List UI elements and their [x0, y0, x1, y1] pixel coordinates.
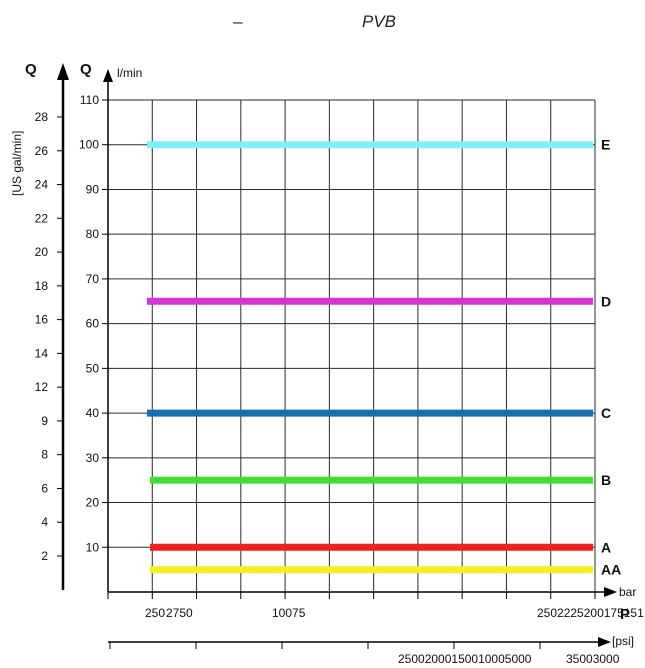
lmin-tick-label: 10 — [86, 540, 100, 554]
bar-tick-label: 2502225200175151 — [537, 606, 644, 620]
gpm-tick-label: 9 — [41, 414, 48, 428]
gpm-tick-label: 18 — [35, 279, 49, 293]
lmin-axis-unit: l/min — [117, 66, 142, 80]
psi-tick-label: 35003000 — [566, 652, 620, 666]
bar-tick-label: 2750 — [166, 606, 193, 620]
bar-axis-unit: bar — [619, 585, 636, 599]
lmin-axis-symbol: Q — [80, 61, 92, 78]
gpm-axis-arrow-icon — [57, 63, 69, 80]
gpm-axis-unit: [US gal/min] — [10, 131, 24, 196]
series-label-d: D — [601, 293, 611, 309]
psi-axis-unit: [psi] — [612, 634, 634, 648]
gpm-tick-label: 22 — [35, 211, 49, 225]
lmin-tick-label: 40 — [86, 406, 100, 420]
lmin-ticks: 10 20 30 40 50 60 70 80 90 100 110 — [79, 93, 108, 554]
gpm-tick-label: 6 — [41, 481, 48, 495]
series-label-e: E — [601, 137, 610, 153]
lmin-tick-label: 70 — [86, 272, 100, 286]
grid — [108, 99, 596, 592]
psi-axis-arrow-icon — [598, 637, 611, 647]
series-label-b: B — [601, 472, 611, 488]
psi-tick-label: 25002000150010005000 — [398, 652, 532, 666]
gpm-axis-symbol: Q — [25, 61, 37, 78]
bar-tick-label: 10075 — [272, 606, 306, 620]
lmin-tick-label: 60 — [86, 317, 100, 331]
gpm-tick-label: 2 — [41, 549, 48, 563]
lmin-tick-label: 80 — [86, 227, 100, 241]
lmin-tick-label: 20 — [86, 496, 100, 510]
lmin-tick-label: 110 — [80, 93, 99, 107]
bar-tick-label: 250 — [145, 606, 165, 620]
lmin-tick-label: 100 — [79, 138, 99, 152]
lmin-tick-label: 50 — [86, 361, 100, 375]
chart-title: PVB — [362, 12, 396, 31]
series-label-a: A — [601, 539, 611, 555]
series-label-c: C — [601, 405, 611, 421]
psi-ticks: 25002000150010005000 35003000 — [109, 642, 620, 666]
series-label-aa: AA — [601, 562, 621, 578]
gpm-tick-label: 4 — [41, 515, 48, 529]
gpm-tick-label: 20 — [35, 245, 49, 259]
gpm-tick-label: 8 — [41, 448, 48, 462]
bar-ticks: 250 2750 10075 2502225200175151 — [107, 592, 644, 620]
gpm-tick-label: 26 — [35, 144, 49, 158]
lmin-axis-arrow-icon — [103, 69, 113, 82]
lmin-tick-label: 90 — [86, 182, 100, 196]
gpm-tick-label: 28 — [35, 110, 49, 124]
bar-axis-symbol: P — [620, 606, 630, 623]
bar-axis-arrow-icon — [604, 587, 617, 597]
gpm-tick-label: 12 — [35, 380, 49, 394]
gpm-tick-label: 14 — [35, 346, 49, 360]
gpm-tick-label: 16 — [35, 313, 49, 327]
title-dash: – — [232, 12, 243, 31]
lmin-tick-label: 30 — [86, 451, 100, 465]
axes — [57, 63, 617, 647]
gpm-tick-label: 24 — [35, 178, 49, 192]
